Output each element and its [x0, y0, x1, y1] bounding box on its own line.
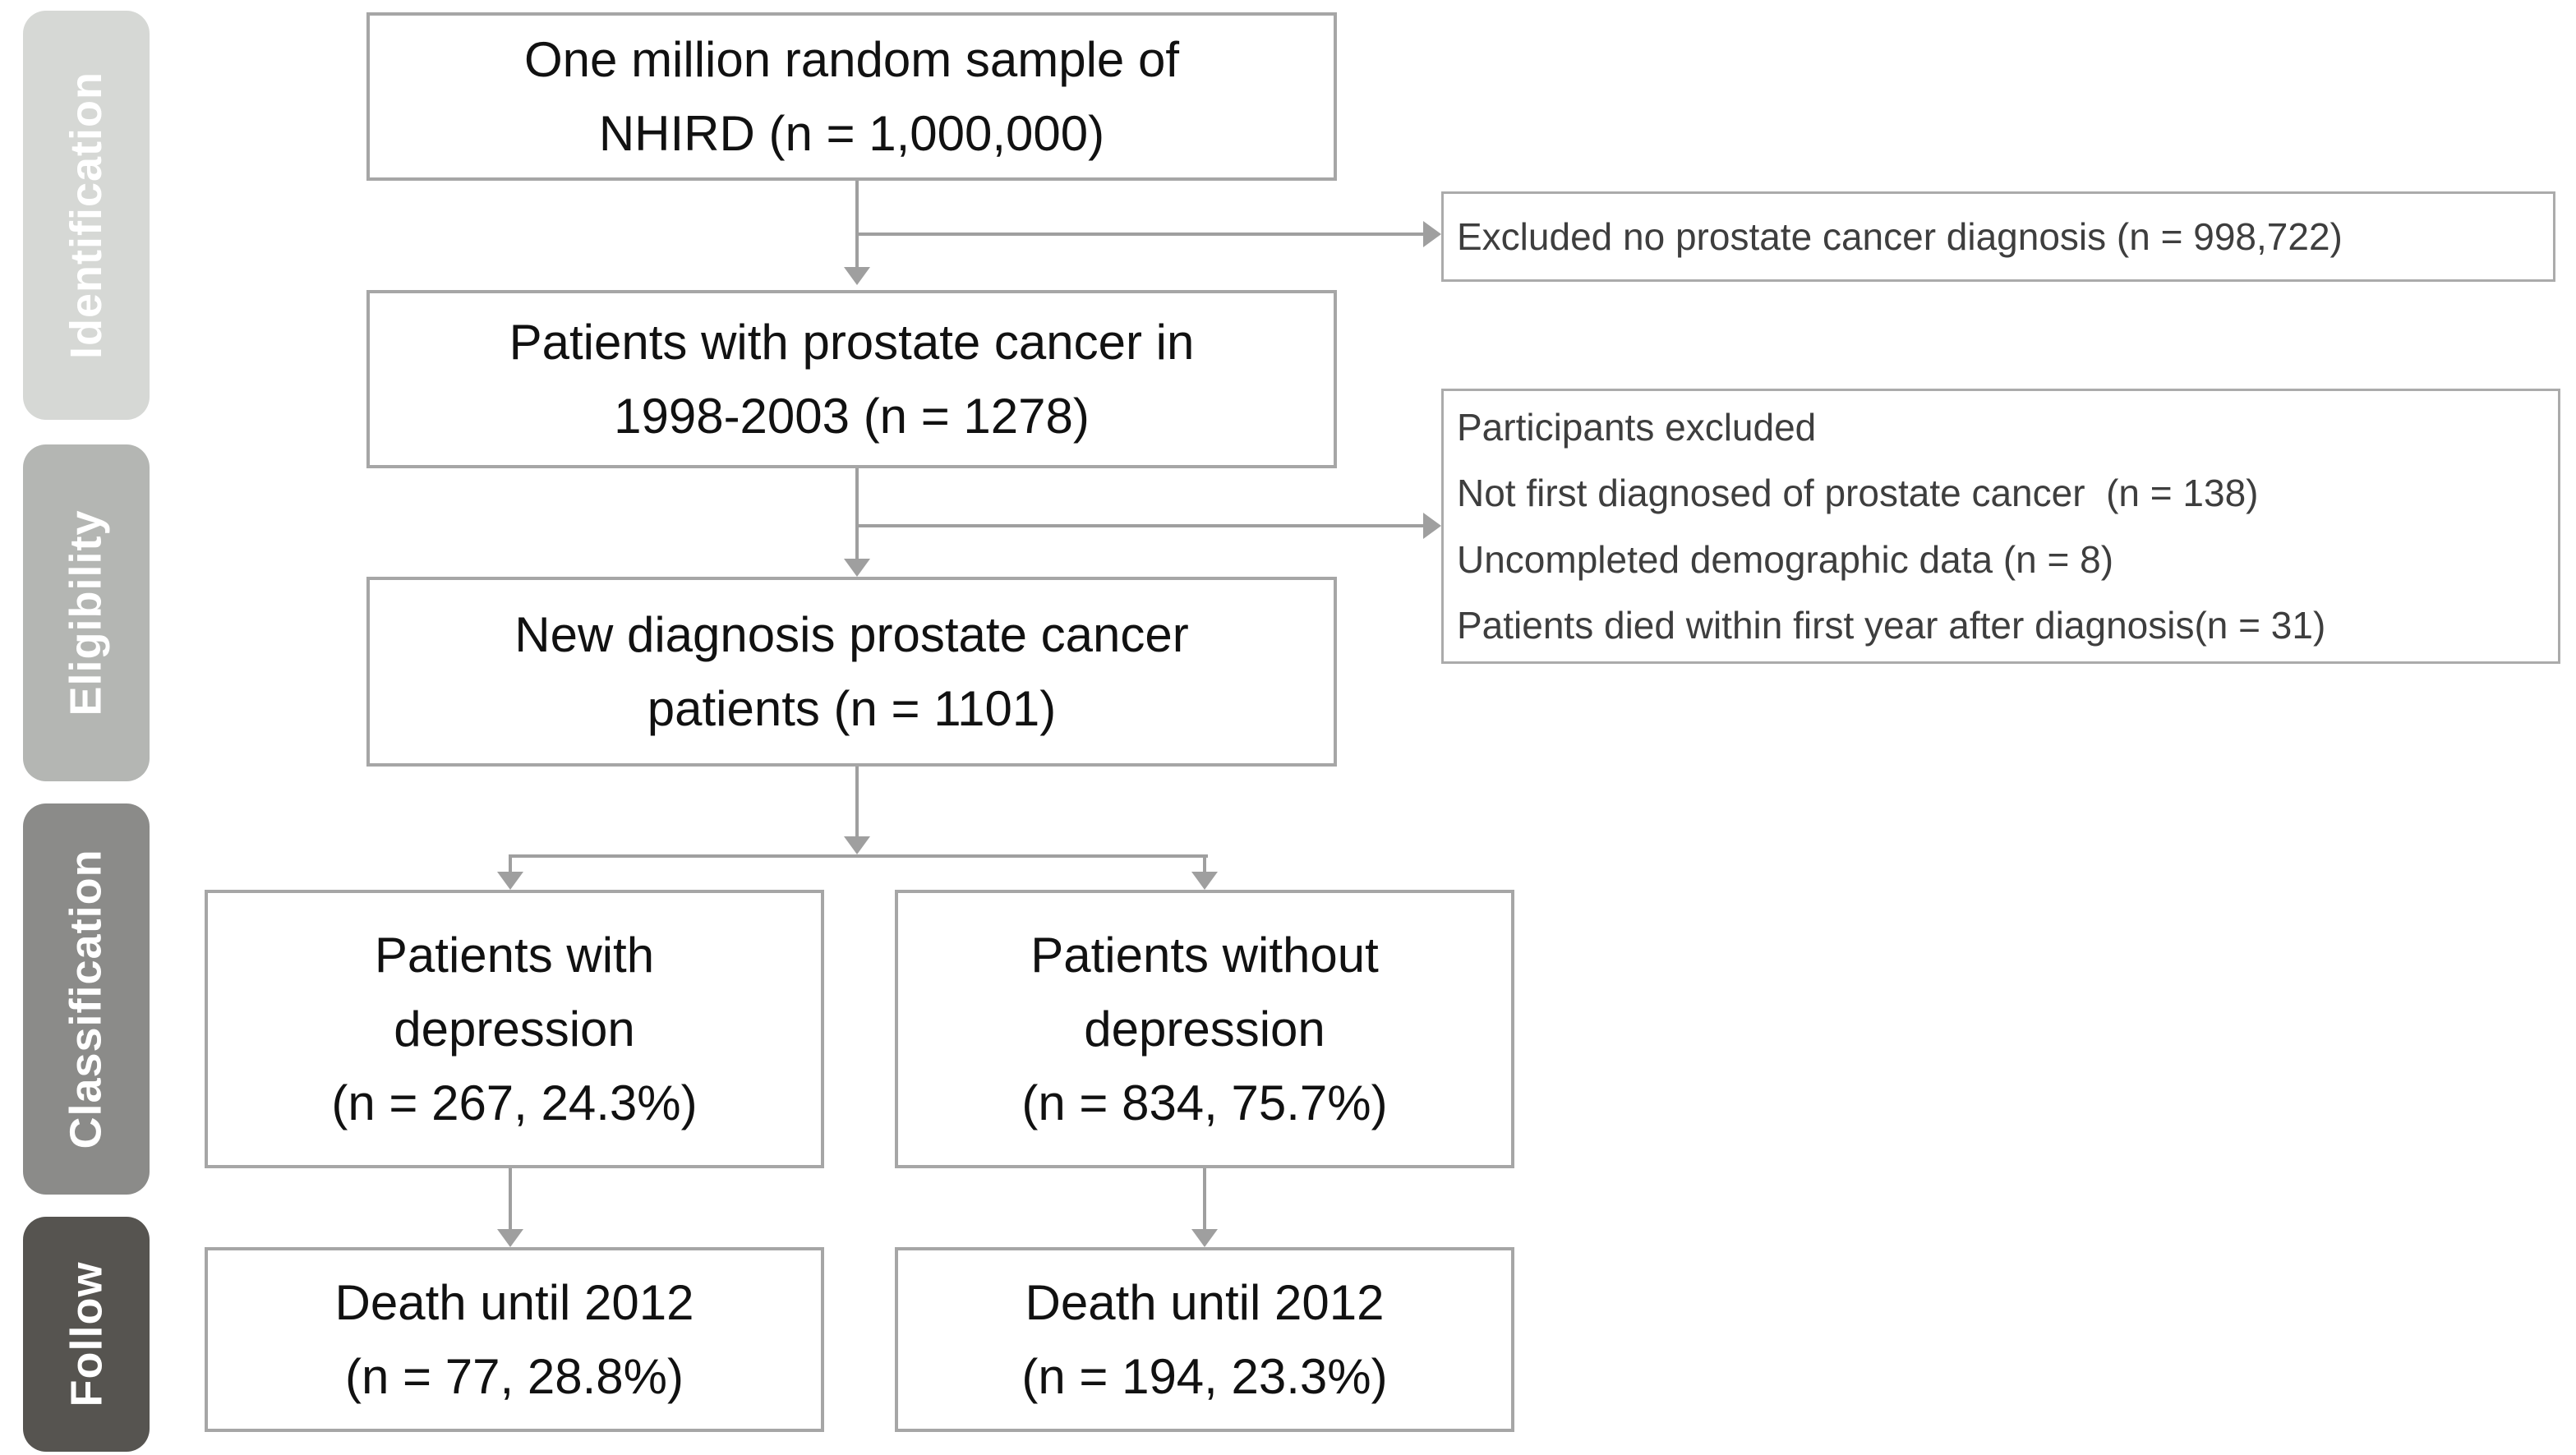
- box-participants-excluded-line4: Patients died within first year after di…: [1457, 603, 2326, 647]
- box-without-depression-line3: (n = 834, 75.7%): [1021, 1075, 1388, 1130]
- stage-eligibility: Eligibility: [23, 444, 150, 781]
- arrowhead-nhird-to-prostate: [844, 267, 870, 285]
- box-prostate-cancer-1998-2003: Patients with prostate cancer in 1998-20…: [366, 290, 1337, 468]
- connector-branch-excluded-1: [857, 233, 1423, 236]
- box-without-depression-line1: Patients without: [1030, 927, 1379, 983]
- box-nhird-sample-line1: One million random sample of: [523, 31, 1180, 87]
- arrowhead-excluded-2: [1423, 513, 1441, 539]
- connector-split-to-withdep: [509, 854, 512, 873]
- box-prostate-cancer-line2: 1998-2003 (n = 1278): [614, 388, 1090, 444]
- box-death-without-depression: Death until 2012 (n = 194, 23.3%): [895, 1247, 1514, 1432]
- box-excluded-no-diagnosis: Excluded no prostate cancer diagnosis (n…: [1441, 191, 2555, 282]
- arrowhead-withdep-to-death: [497, 1229, 523, 1247]
- connector-nhird-to-prostate: [855, 181, 859, 269]
- arrowhead-prostate-to-newdx: [844, 559, 870, 577]
- box-excluded-no-diagnosis-line1: Excluded no prostate cancer diagnosis (n…: [1457, 214, 2343, 258]
- stage-follow: Follow: [23, 1217, 150, 1452]
- box-without-depression: Patients without depression (n = 834, 75…: [895, 890, 1514, 1168]
- connector-branch-excluded-2: [857, 524, 1423, 527]
- box-with-depression-line2: depression: [394, 1001, 635, 1057]
- box-nhird-sample-line2: NHIRD (n = 1,000,000): [598, 105, 1105, 161]
- box-participants-excluded-line3: Uncompleted demographic data (n = 8): [1457, 537, 2114, 581]
- stage-identification: Identification: [23, 11, 150, 420]
- arrowhead-excluded-1: [1423, 221, 1441, 247]
- box-nhird-sample: One million random sample of NHIRD (n = …: [366, 12, 1337, 181]
- box-death-without-depression-line2: (n = 194, 23.3%): [1021, 1348, 1388, 1404]
- box-without-depression-line2: depression: [1084, 1001, 1325, 1057]
- box-death-with-depression-line1: Death until 2012: [334, 1274, 694, 1330]
- stage-classification: Classification: [23, 803, 150, 1195]
- connector-withdep-to-death: [509, 1168, 512, 1231]
- connector-split-horizontal: [509, 854, 1208, 858]
- stage-identification-label: Identification: [62, 71, 111, 359]
- stage-follow-label: Follow: [62, 1261, 111, 1407]
- arrowhead-split-to-withdep: [497, 872, 523, 890]
- connector-withoutdep-to-death: [1203, 1168, 1206, 1231]
- box-participants-excluded-line2: Not first diagnosed of prostate cancer (…: [1457, 472, 2259, 515]
- box-death-with-depression: Death until 2012 (n = 77, 28.8%): [205, 1247, 824, 1432]
- arrowhead-split-to-withoutdep: [1191, 872, 1218, 890]
- box-prostate-cancer-line1: Patients with prostate cancer in: [509, 314, 1195, 370]
- box-with-depression-line1: Patients with: [374, 927, 655, 983]
- stage-classification-label: Classification: [62, 849, 112, 1149]
- connector-prostate-to-newdx: [855, 468, 859, 559]
- box-participants-excluded-line1: Participants excluded: [1457, 406, 1817, 449]
- box-with-depression-line3: (n = 267, 24.3%): [331, 1075, 698, 1130]
- box-with-depression: Patients with depression (n = 267, 24.3%…: [205, 890, 824, 1168]
- connector-newdx-to-split: [855, 767, 859, 838]
- arrowhead-newdx-to-split: [844, 836, 870, 854]
- box-participants-excluded: Participants excluded Not first diagnose…: [1441, 389, 2560, 664]
- box-new-diagnosis-line1: New diagnosis prostate cancer: [514, 606, 1189, 662]
- box-new-diagnosis-line2: patients (n = 1101): [647, 680, 1057, 736]
- stage-eligibility-label: Eligibility: [62, 509, 111, 716]
- arrowhead-withoutdep-to-death: [1191, 1229, 1218, 1247]
- box-death-without-depression-line1: Death until 2012: [1025, 1274, 1385, 1330]
- connector-split-to-withoutdep: [1203, 854, 1206, 873]
- box-death-with-depression-line2: (n = 77, 28.8%): [345, 1348, 684, 1404]
- box-new-diagnosis: New diagnosis prostate cancer patients (…: [366, 577, 1337, 767]
